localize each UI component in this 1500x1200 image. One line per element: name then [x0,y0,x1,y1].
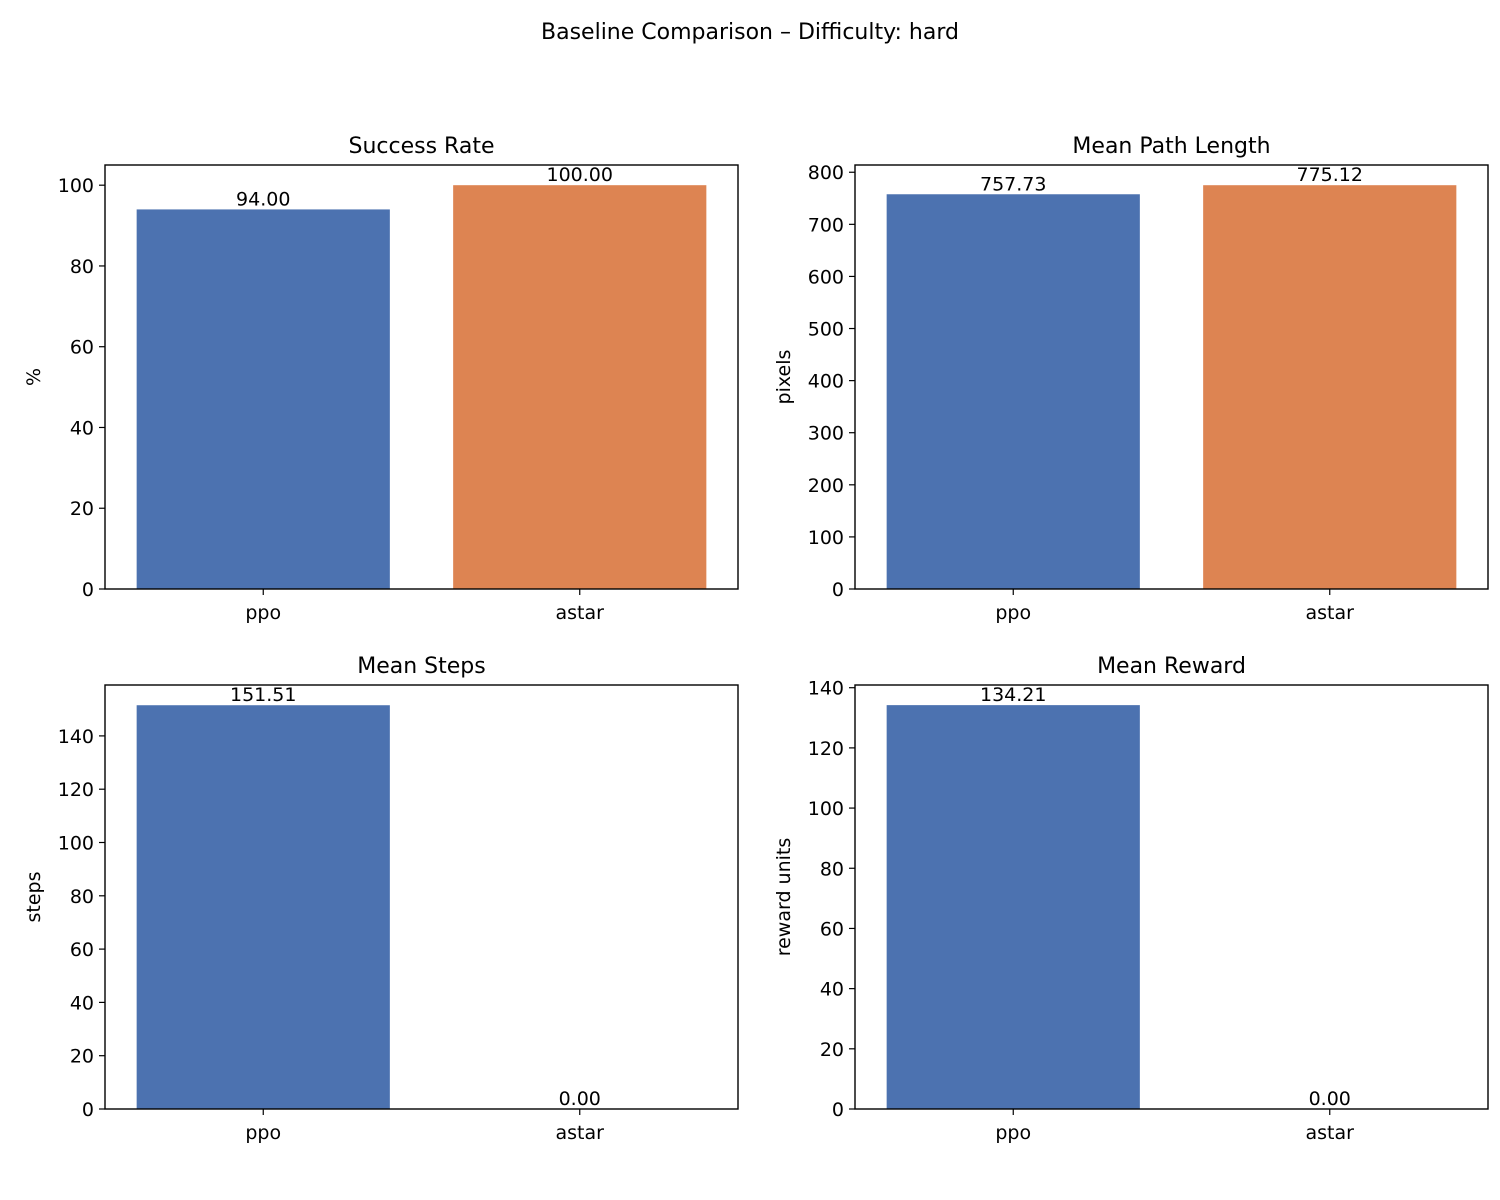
y-tick-label-40: 40 [820,979,844,1001]
y-tick-label-100: 100 [808,527,844,549]
y-tick-label-500: 500 [808,319,844,341]
x-tick-label-ppo: ppo [995,1122,1031,1144]
y-tick-label-800: 800 [808,162,844,184]
y-tick-label-140: 140 [808,678,844,700]
bar-ppo [886,194,1140,589]
bar-ppo [136,705,390,1109]
chart-mean-reward: Mean Reward 134.21 ppo 0.00 astar 0 20 40 60 80 10… [773,654,1489,1144]
y-tick-label-80: 80 [70,256,94,278]
axes-frame [104,164,739,590]
y-tick-label-20: 20 [820,1039,844,1061]
data-label-ppo: 151.51 [230,684,296,706]
data-label-astar: 100.00 [547,164,613,186]
bar-astar [1203,185,1457,589]
x-tick-label-ppo: ppo [245,1122,281,1144]
x-tick-label-astar: astar [1306,602,1355,624]
y-tick-label-40: 40 [70,992,94,1014]
y-tick-label-300: 300 [808,423,844,445]
x-tick-label-ppo: ppo [245,602,281,624]
y-axis-label: reward units [773,838,795,957]
y-tick-label-120: 120 [808,738,844,760]
y-tick-label-0: 0 [832,1099,844,1121]
y-tick-label-100: 100 [58,833,94,855]
figure-suptitle: Baseline Comparison – Difficulty: hard [541,20,959,45]
axes-frame [854,164,1489,590]
y-tick-label-600: 600 [808,266,844,288]
y-tick-label-100: 100 [58,175,94,197]
y-axis-label: % [23,368,45,386]
x-tick-label-ppo: ppo [995,602,1031,624]
y-tick-label-20: 20 [70,1046,94,1068]
chart-title: Success Rate [349,134,495,159]
bar-astar [453,185,707,589]
chart-mean-steps: Mean Steps 151.51 ppo 0.00 astar 0 20 40 60 80 100… [23,654,739,1144]
y-tick-label-40: 40 [70,417,94,439]
y-tick-label-0: 0 [832,579,844,601]
y-tick-label-400: 400 [808,371,844,393]
y-axis-label: pixels [773,350,795,405]
y-tick-label-60: 60 [70,337,94,359]
data-label-astar: 0.00 [559,1088,601,1110]
chart-success-rate: Success Rate 94.00 ppo 100.00 astar 0 20 40 60 80… [23,134,739,624]
x-tick-label-astar: astar [556,602,605,624]
axes-frame [104,684,739,1110]
data-label-astar: 775.12 [1297,164,1363,186]
y-tick-label-100: 100 [808,798,844,820]
bar-ppo [136,209,390,589]
y-axis-label: steps [23,872,45,923]
data-label-ppo: 134.21 [980,684,1046,706]
y-tick-label-140: 140 [58,726,94,748]
y-tick-label-60: 60 [820,918,844,940]
axes-frame [854,684,1489,1110]
y-tick-label-60: 60 [70,939,94,961]
chart-title: Mean Reward [1097,654,1246,679]
data-label-astar: 0.00 [1309,1088,1351,1110]
data-label-ppo: 94.00 [236,188,290,210]
x-tick-label-astar: astar [1306,1122,1355,1144]
chart-title: Mean Path Length [1072,134,1270,159]
y-tick-label-20: 20 [70,498,94,520]
y-tick-label-200: 200 [808,475,844,497]
y-tick-label-80: 80 [820,858,844,880]
y-tick-label-80: 80 [70,886,94,908]
y-tick-label-120: 120 [58,779,94,801]
y-tick-label-700: 700 [808,214,844,236]
y-tick-label-0: 0 [82,1099,94,1121]
chart-title: Mean Steps [357,654,486,679]
y-tick-label-0: 0 [82,579,94,601]
chart-mean-path-length: Mean Path Length 757.73 ppo 775.12 astar 0 100… [773,134,1489,624]
data-label-ppo: 757.73 [980,173,1046,195]
bar-ppo [886,705,1140,1109]
x-tick-label-astar: astar [556,1122,605,1144]
